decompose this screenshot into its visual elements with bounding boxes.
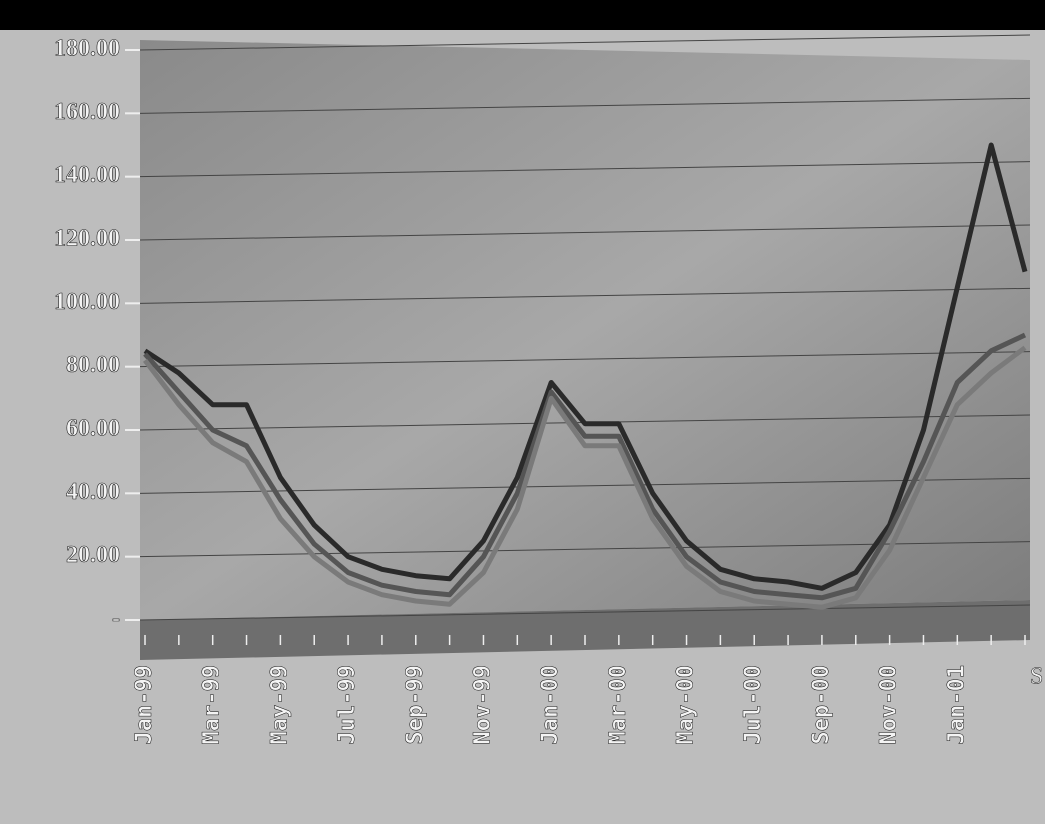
y-tick-label: 160.00: [54, 99, 120, 125]
plot-floor: [140, 600, 1030, 660]
y-tick-label: 140.00: [54, 162, 120, 188]
x-tick-label: Mar-99: [200, 665, 225, 744]
y-tick-label: 20.00: [66, 542, 120, 568]
grid-line: [139, 604, 1031, 621]
x-tick-label: May-99: [267, 665, 292, 744]
z-axis-label: S: [1030, 664, 1043, 690]
x-tick-label: Jul-99: [335, 665, 360, 744]
x-tick-label: Jul-00: [741, 665, 766, 744]
x-tick-label: Nov-00: [877, 665, 902, 744]
x-tick-label: May-00: [674, 665, 699, 744]
x-tick-label: Mar-00: [606, 665, 631, 744]
plot-back-wall: [140, 40, 1030, 620]
y-tick-label: -: [112, 606, 120, 632]
grid-line: [139, 224, 1031, 241]
y-tick-label: 40.00: [66, 479, 120, 505]
grid-line: [139, 97, 1031, 114]
top-band: [0, 0, 1045, 30]
y-tick-label: 180.00: [54, 36, 120, 62]
grid-line: [139, 351, 1031, 368]
grid-line: [139, 34, 1031, 51]
y-tick-label: 60.00: [66, 416, 120, 442]
x-tick-label: Sep-99: [403, 665, 428, 744]
y-tick-label: 100.00: [54, 289, 120, 315]
grid-line: [139, 161, 1031, 178]
series-line: [143, 345, 1027, 610]
grid-line: [139, 287, 1031, 304]
series-line: [143, 332, 1027, 601]
x-tick-label: Jan-99: [132, 665, 157, 744]
series-line: [143, 142, 1028, 591]
x-tick-label: Sep-00: [809, 665, 834, 744]
x-tick-label: Nov-99: [470, 665, 495, 744]
x-tick-label: Jan-01: [944, 665, 969, 744]
y-tick-label: 120.00: [54, 226, 120, 252]
x-tick-label: Jan-00: [538, 665, 563, 744]
y-tick-label: 80.00: [66, 352, 120, 378]
